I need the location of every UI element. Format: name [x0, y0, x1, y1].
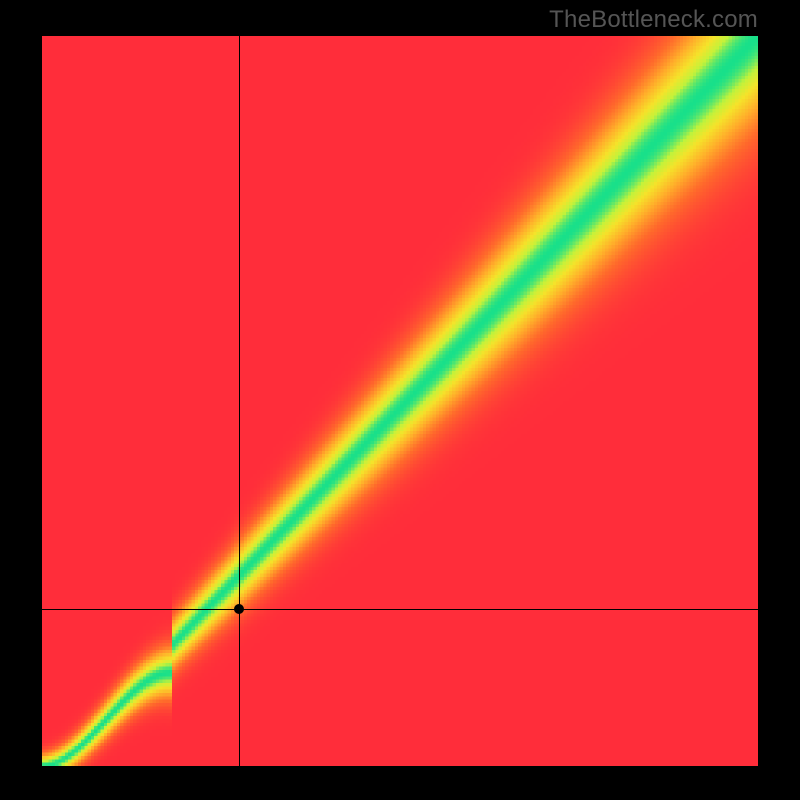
- crosshair-vertical: [239, 36, 240, 766]
- plot-area: [42, 36, 758, 766]
- chart-container: TheBottleneck.com: [0, 0, 800, 800]
- heatmap-canvas: [42, 36, 758, 766]
- watermark-text: TheBottleneck.com: [549, 6, 758, 34]
- crosshair-horizontal: [42, 609, 758, 610]
- marker-dot: [234, 604, 244, 614]
